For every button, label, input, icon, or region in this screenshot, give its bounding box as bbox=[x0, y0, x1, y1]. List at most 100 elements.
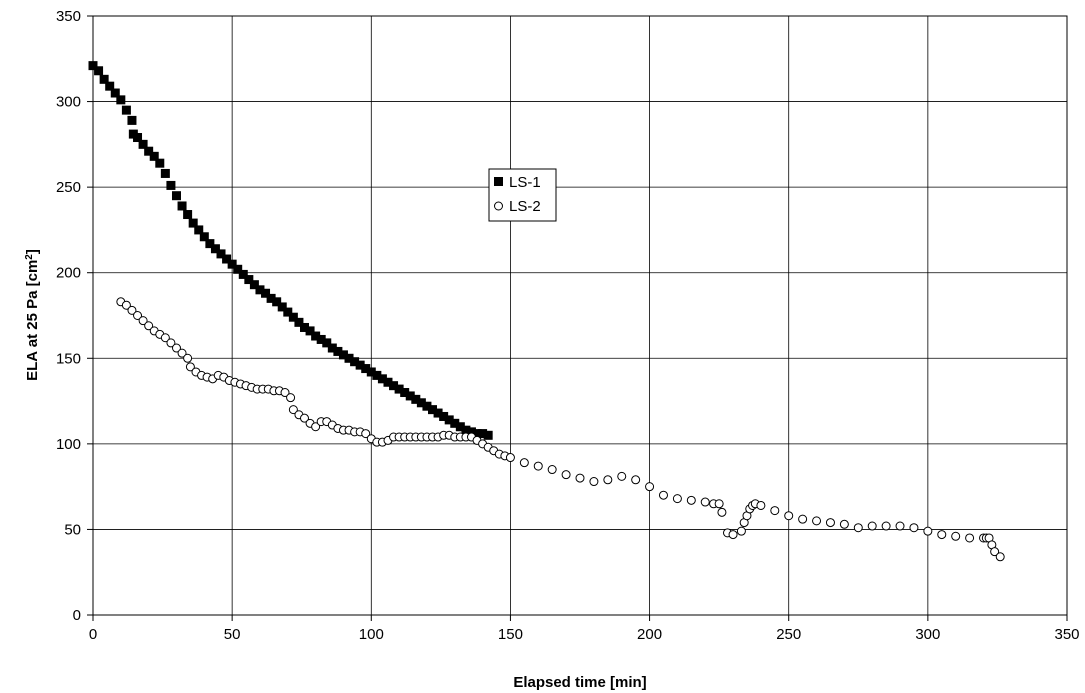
ls1-data-point bbox=[433, 408, 443, 418]
y-axis-title-close: ] bbox=[24, 249, 41, 254]
ls2-data-point bbox=[166, 338, 176, 348]
ls1-data-point bbox=[372, 370, 382, 380]
ls1-data-point bbox=[366, 367, 376, 377]
ls1-data-point bbox=[222, 254, 232, 264]
ls1-data-point bbox=[138, 139, 148, 149]
ls2-data-point bbox=[311, 422, 321, 432]
ls1-data-point bbox=[277, 302, 287, 312]
y-tick-label: 150 bbox=[56, 350, 81, 367]
x-tick-label: 50 bbox=[224, 626, 241, 643]
legend: LS-1 LS-2 bbox=[488, 168, 557, 222]
ls1-data-point bbox=[322, 338, 332, 348]
ls1-data-point bbox=[461, 425, 471, 435]
ls2-data-point bbox=[589, 477, 599, 487]
ls2-data-point bbox=[505, 453, 515, 463]
ls2-data-point bbox=[183, 353, 193, 363]
ls2-data-point bbox=[280, 388, 290, 398]
ls1-data-point bbox=[444, 415, 454, 425]
ls1-data-point bbox=[110, 88, 120, 98]
ls1-data-point bbox=[294, 317, 304, 327]
ls1-data-point bbox=[116, 95, 126, 105]
ls1-data-point bbox=[305, 326, 315, 336]
ls1-data-point bbox=[160, 168, 170, 178]
y-tick-label: 350 bbox=[56, 8, 81, 25]
ls1-data-point bbox=[210, 244, 220, 254]
ls1-data-point bbox=[171, 191, 181, 201]
ls1-data-point bbox=[177, 201, 187, 211]
ls1-data-point bbox=[455, 422, 465, 432]
ls2-data-point bbox=[160, 333, 170, 343]
ls2-data-point bbox=[728, 530, 738, 540]
ls2-data-point bbox=[937, 530, 947, 540]
ls1-data-point bbox=[155, 158, 165, 168]
ls1-data-point bbox=[422, 401, 432, 411]
y-axis-title-main: ELA at 25 Pa [cm bbox=[24, 260, 41, 381]
ls1-data-point bbox=[133, 133, 143, 143]
ls2-data-point bbox=[177, 348, 187, 358]
ls1-data-point bbox=[216, 249, 226, 259]
ls1-data-point bbox=[389, 381, 399, 391]
ls1-data-point bbox=[99, 74, 109, 84]
ls1-data-point bbox=[88, 61, 98, 71]
ls1-data-point bbox=[188, 218, 198, 228]
ls2-data-point bbox=[603, 475, 613, 485]
x-tick-label: 100 bbox=[359, 626, 384, 643]
y-tick-label: 200 bbox=[56, 265, 81, 282]
series-ls-1 bbox=[88, 61, 493, 440]
ls2-data-point bbox=[881, 521, 891, 531]
y-axis-title-superscript: 2 bbox=[24, 254, 35, 260]
ls1-data-point bbox=[205, 239, 215, 249]
y-tick-label: 250 bbox=[56, 179, 81, 196]
ls1-data-point bbox=[244, 275, 254, 285]
ls2-data-point bbox=[361, 429, 371, 439]
x-tick-label: 200 bbox=[637, 626, 662, 643]
y-tick-label: 100 bbox=[56, 436, 81, 453]
ls1-data-point bbox=[439, 411, 449, 421]
ls2-data-point bbox=[144, 321, 154, 331]
legend-ls2-marker bbox=[494, 201, 503, 211]
ls2-data-point bbox=[299, 413, 309, 423]
x-tick-label: 250 bbox=[776, 626, 801, 643]
ls2-data-point bbox=[784, 511, 794, 521]
ls2-data-point bbox=[990, 547, 1000, 557]
ls1-data-point bbox=[166, 180, 176, 190]
legend-ls2-label: LS-2 bbox=[509, 198, 541, 215]
ls1-data-point bbox=[400, 388, 410, 398]
ls1-data-point bbox=[94, 66, 104, 76]
ls2-data-point bbox=[171, 343, 181, 353]
x-tick-label: 350 bbox=[1054, 626, 1079, 643]
ls2-data-point bbox=[617, 471, 627, 481]
ls2-data-point bbox=[133, 311, 143, 320]
x-axis-title: Elapsed time [min] bbox=[513, 674, 646, 691]
y-axis-title: ELA at 25 Pa [cm2] bbox=[24, 249, 42, 381]
x-axis-ticks: 0 50 100 150 200 250 300 350 bbox=[89, 615, 1080, 643]
ls1-data-point bbox=[194, 225, 204, 235]
y-axis-ticks: 0 50 100 150 200 250 300 350 bbox=[56, 8, 93, 624]
x-tick-label: 0 bbox=[89, 626, 97, 643]
ls1-data-point bbox=[383, 377, 393, 387]
ls2-data-point bbox=[736, 526, 746, 536]
ls2-data-point bbox=[575, 473, 585, 483]
ls1-data-point bbox=[316, 334, 326, 344]
y-tick-label: 300 bbox=[56, 94, 81, 111]
ls1-data-point bbox=[233, 264, 243, 274]
ls1-data-point bbox=[121, 105, 131, 115]
ls2-data-point bbox=[533, 461, 543, 471]
ls2-data-point bbox=[756, 500, 766, 510]
ls2-data-point bbox=[909, 523, 919, 533]
ls2-data-point bbox=[923, 526, 933, 536]
ls2-data-point bbox=[995, 552, 1005, 562]
ls2-data-point bbox=[700, 497, 710, 507]
ls2-data-point bbox=[717, 507, 727, 517]
ls2-data-point bbox=[798, 514, 808, 524]
ls2-data-point bbox=[288, 405, 298, 415]
ls1-data-point bbox=[472, 429, 482, 439]
ls1-data-point bbox=[255, 285, 265, 295]
ls1-data-point bbox=[466, 427, 476, 437]
x-tick-label: 300 bbox=[915, 626, 940, 643]
ls2-data-point bbox=[951, 531, 961, 541]
ls1-data-point bbox=[333, 346, 343, 356]
ls1-data-point bbox=[411, 394, 421, 404]
ls1-data-point bbox=[355, 360, 365, 370]
